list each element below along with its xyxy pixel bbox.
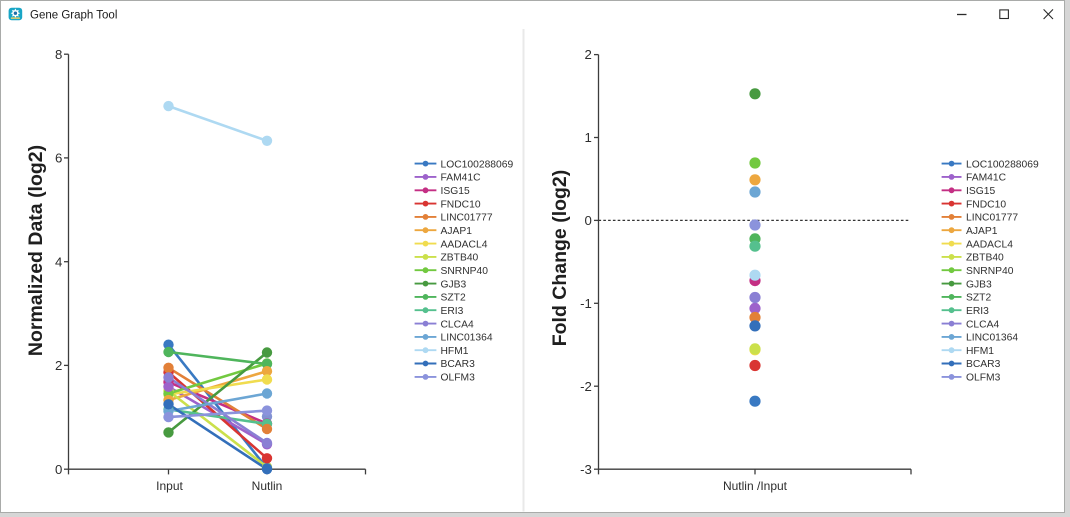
svg-text:4: 4	[55, 254, 62, 269]
svg-text:ISG15: ISG15	[441, 186, 470, 197]
svg-text:AADACL4: AADACL4	[441, 239, 488, 250]
svg-text:FAM41C: FAM41C	[966, 173, 1007, 184]
svg-text:SNRNP40: SNRNP40	[441, 266, 489, 277]
svg-text:-3: -3	[580, 462, 592, 477]
svg-text:2: 2	[55, 358, 62, 373]
svg-text:ERI3: ERI3	[441, 306, 464, 317]
svg-text:0: 0	[584, 213, 591, 228]
svg-text:LINC01777: LINC01777	[966, 213, 1018, 224]
svg-text:6: 6	[55, 151, 62, 166]
svg-text:Gene Graph Tool: Gene Graph Tool	[30, 9, 117, 21]
svg-text:ZBTB40: ZBTB40	[441, 253, 479, 264]
svg-text:FNDC10: FNDC10	[441, 199, 481, 210]
svg-text:BCAR3: BCAR3	[441, 359, 476, 370]
svg-text:AJAP1: AJAP1	[966, 226, 998, 237]
svg-text:BCAR3: BCAR3	[966, 359, 1001, 370]
svg-text:OLFM3: OLFM3	[441, 373, 476, 384]
svg-text:AADACL4: AADACL4	[966, 239, 1013, 250]
svg-text:SZT2: SZT2	[441, 293, 466, 304]
svg-text:Nutlin /Input: Nutlin /Input	[723, 479, 788, 493]
svg-text:Normalized Data (log2): Normalized Data (log2)	[25, 145, 47, 356]
svg-text:ISG15: ISG15	[966, 186, 995, 197]
svg-text:FNDC10: FNDC10	[966, 199, 1006, 210]
svg-text:FAM41C: FAM41C	[441, 173, 482, 184]
svg-text:GJB3: GJB3	[441, 279, 467, 290]
svg-text:1: 1	[584, 130, 591, 145]
svg-text:HFM1: HFM1	[441, 346, 469, 357]
svg-text:0: 0	[55, 462, 62, 477]
svg-text:8: 8	[55, 47, 62, 62]
svg-text:ERI3: ERI3	[966, 306, 989, 317]
svg-text:SNRNP40: SNRNP40	[966, 266, 1014, 277]
svg-text:CLCA4: CLCA4	[966, 319, 999, 330]
svg-text:LINC01364: LINC01364	[966, 333, 1018, 344]
svg-text:-2: -2	[580, 379, 592, 394]
svg-text:ZBTB40: ZBTB40	[966, 253, 1004, 264]
svg-text:GJB3: GJB3	[966, 279, 992, 290]
svg-text:LOC100288069: LOC100288069	[441, 159, 514, 170]
svg-text:Input: Input	[156, 479, 183, 493]
svg-text:HFM1: HFM1	[966, 346, 994, 357]
svg-text:Nutlin: Nutlin	[252, 479, 283, 493]
svg-text:Fold Change (log2): Fold Change (log2)	[549, 170, 571, 347]
svg-text:SZT2: SZT2	[966, 293, 991, 304]
svg-text:2: 2	[584, 47, 591, 62]
svg-text:LOC100288069: LOC100288069	[966, 159, 1039, 170]
svg-text:LINC01364: LINC01364	[441, 333, 493, 344]
svg-text:-1: -1	[580, 296, 592, 311]
svg-text:CLCA4: CLCA4	[441, 319, 474, 330]
svg-text:LINC01777: LINC01777	[441, 213, 493, 224]
svg-text:OLFM3: OLFM3	[966, 373, 1001, 384]
svg-text:AJAP1: AJAP1	[441, 226, 473, 237]
